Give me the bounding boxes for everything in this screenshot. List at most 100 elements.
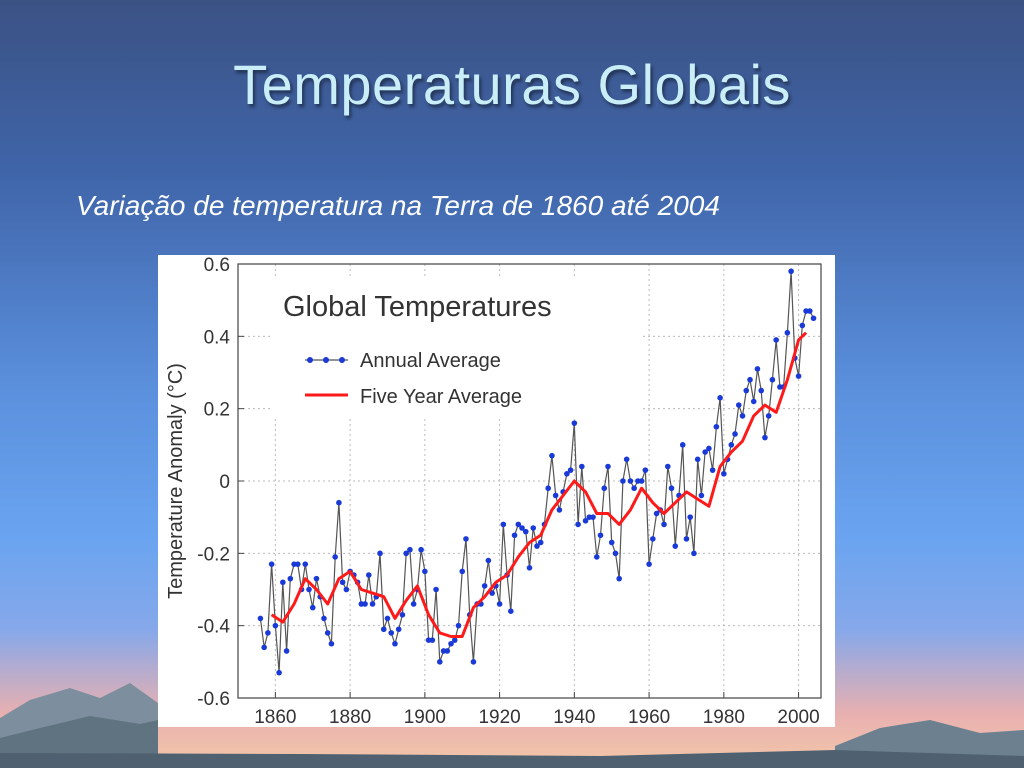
annual-data-point xyxy=(616,575,622,582)
annual-data-point xyxy=(765,413,772,419)
temperature-chart: 0.6 0.4 0.2 0 -0.2 -0.4 -0.6 1860 1880 1900 1920 1… xyxy=(158,255,835,727)
annual-data-point xyxy=(545,485,551,492)
annual-data-point xyxy=(567,467,574,473)
annual-data-point xyxy=(661,521,667,528)
annual-data-point xyxy=(362,601,368,607)
annual-data-point xyxy=(582,517,589,524)
annual-data-point xyxy=(366,572,372,578)
x-tick-label: 2000 xyxy=(777,707,819,727)
y-tick-labels: 0.6 0.4 0.2 0 -0.2 -0.4 -0.6 xyxy=(197,255,230,710)
annual-average-series xyxy=(257,268,817,676)
annual-data-point xyxy=(784,329,791,336)
annual-data-point xyxy=(623,456,630,463)
annual-data-point xyxy=(496,601,503,607)
annual-data-point xyxy=(418,546,424,553)
annual-data-point xyxy=(537,539,544,546)
legend-five-year-label: Five Year Average xyxy=(360,386,522,408)
annual-data-point xyxy=(261,644,267,651)
annual-data-point xyxy=(399,612,406,618)
annual-data-point xyxy=(694,456,701,463)
plot-frame xyxy=(237,263,822,699)
annual-data-point xyxy=(612,550,619,557)
annual-data-point xyxy=(422,568,428,575)
annual-data-point xyxy=(268,561,275,567)
annual-data-point xyxy=(795,373,802,379)
annual-data-point xyxy=(754,366,761,372)
annual-data-point xyxy=(332,554,338,560)
annual-data-point xyxy=(717,395,723,401)
annual-data-point xyxy=(762,434,768,441)
annual-data-point xyxy=(638,478,645,484)
x-tick-label: 1960 xyxy=(628,707,670,727)
annual-data-point xyxy=(515,521,522,528)
annual-data-point xyxy=(683,536,690,542)
annual-data-point xyxy=(747,376,753,383)
y-tick-label: -0.2 xyxy=(197,544,230,565)
annual-data-point xyxy=(571,420,578,426)
annual-data-point xyxy=(608,539,615,546)
annual-data-point xyxy=(313,575,320,582)
annual-data-point xyxy=(309,604,316,611)
annual-data-point xyxy=(257,615,264,622)
annual-data-point xyxy=(739,413,746,419)
annual-data-point xyxy=(489,590,495,596)
annual-data-point xyxy=(698,492,705,499)
annual-data-point xyxy=(265,630,271,636)
five-year-average-series xyxy=(270,331,808,638)
annual-data-point xyxy=(511,532,518,539)
annual-data-point xyxy=(410,601,417,607)
annual-data-point xyxy=(283,648,290,654)
annual-data-point xyxy=(377,550,383,557)
annual-data-point xyxy=(564,470,570,477)
annual-data-point xyxy=(448,640,454,647)
annual-data-point xyxy=(481,583,488,589)
y-tick-label: 0.4 xyxy=(204,327,231,348)
annual-data-point xyxy=(530,525,537,531)
annual-data-point xyxy=(388,630,395,636)
annual-data-point xyxy=(646,561,652,567)
annual-data-point xyxy=(519,525,525,531)
annual-data-point xyxy=(324,630,331,636)
annual-data-point xyxy=(339,579,346,586)
annual-data-point xyxy=(575,521,581,528)
annual-data-point xyxy=(631,485,637,492)
annual-data-point xyxy=(743,387,750,394)
annual-data-point xyxy=(552,492,559,499)
annual-data-point xyxy=(470,659,477,665)
annual-data-point xyxy=(321,615,327,622)
annual-data-point xyxy=(407,546,413,553)
annual-data-point xyxy=(459,568,466,575)
annual-data-point xyxy=(276,669,282,676)
annual-data-point xyxy=(433,586,439,593)
annual-data-point xyxy=(500,521,507,528)
annual-data-point xyxy=(642,467,649,473)
annual-data-point xyxy=(343,586,350,593)
legend: Annual Average Five Year Average xyxy=(305,350,522,408)
x-tick-label: 1920 xyxy=(478,707,520,727)
annual-data-point xyxy=(597,532,604,539)
annual-data-point xyxy=(664,463,671,470)
x-tick-label: 1940 xyxy=(553,707,595,727)
annual-data-point xyxy=(601,485,608,492)
annual-data-point xyxy=(526,565,533,571)
annual-data-point xyxy=(650,536,656,542)
annual-data-point xyxy=(384,615,391,622)
annual-data-point xyxy=(691,550,697,557)
slide-title: Temperaturas Globais xyxy=(233,53,791,116)
annual-data-point xyxy=(294,561,301,567)
slide-subtitle: Variação de temperatura na Terra de 1860… xyxy=(76,190,720,221)
annual-data-point xyxy=(590,514,596,520)
annual-data-point xyxy=(709,467,716,473)
annual-data-point xyxy=(534,543,540,549)
x-tick-label: 1880 xyxy=(329,707,371,727)
annual-data-point xyxy=(721,470,727,477)
x-tick-labels: 1860 1880 1900 1920 1940 1960 1980 2000 xyxy=(254,707,819,727)
annual-data-point xyxy=(403,550,409,557)
legend-annual-label: Annual Average xyxy=(360,350,501,372)
annual-data-point xyxy=(429,637,436,643)
annual-data-point xyxy=(287,575,294,582)
y-tick-label: -0.4 xyxy=(197,617,230,638)
annual-data-point xyxy=(380,626,387,633)
annual-data-point xyxy=(799,322,806,329)
annual-data-point xyxy=(302,561,309,567)
